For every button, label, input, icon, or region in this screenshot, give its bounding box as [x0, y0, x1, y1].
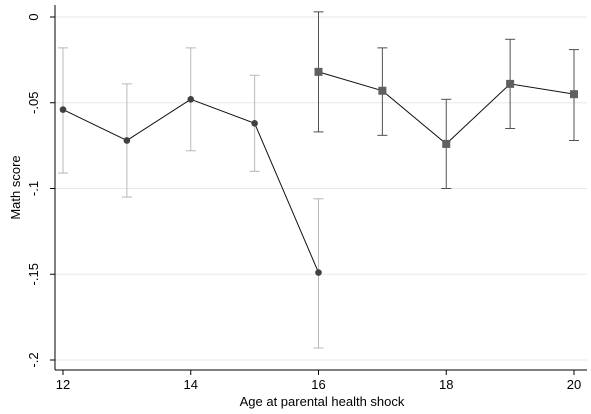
series-2 — [313, 11, 579, 189]
x-tick-label: 14 — [184, 377, 198, 392]
x-tick-label: 18 — [439, 377, 453, 392]
x-tick-label: 12 — [56, 377, 70, 392]
series-group — [58, 11, 579, 349]
x-tick-label: 20 — [567, 377, 581, 392]
y-tick-label: -.15 — [26, 263, 41, 285]
data-point — [314, 67, 323, 76]
y-axis-title: Math score — [8, 155, 23, 219]
y-tick-label: -.1 — [26, 181, 41, 196]
data-point — [251, 120, 258, 127]
gridlines — [55, 16, 587, 361]
y-tick-label: -.2 — [26, 352, 41, 367]
data-point — [187, 96, 195, 103]
data-point — [59, 106, 67, 113]
data-point — [378, 86, 387, 95]
data-point — [315, 269, 322, 276]
y-tick-label: -.05 — [26, 92, 41, 114]
x-axis-title: Age at parental health shock — [240, 394, 405, 409]
data-point — [442, 139, 451, 148]
data-point — [123, 137, 131, 144]
y-tick-label: 0 — [26, 13, 41, 20]
data-point — [570, 90, 578, 99]
series-1 — [58, 47, 324, 349]
x-tick-label: 16 — [311, 377, 325, 392]
data-point — [506, 79, 515, 88]
axes: 0 -.05 -.1 -.15 -.2 12 14 16 18 20 — [26, 5, 587, 392]
